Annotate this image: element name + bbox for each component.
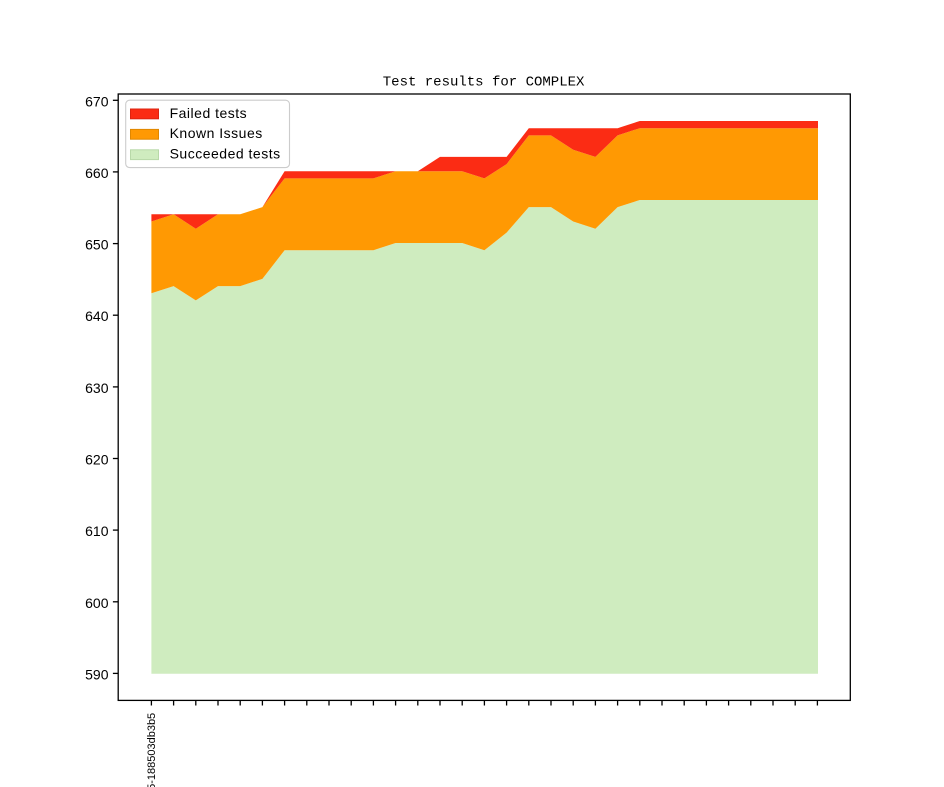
svg-text:600: 600	[85, 595, 109, 611]
svg-text:Succeeded tests: Succeeded tests	[170, 146, 281, 162]
svg-text:590: 590	[85, 666, 109, 682]
svg-text:650: 650	[85, 237, 109, 253]
svg-text:610: 610	[85, 523, 109, 539]
svg-text:620: 620	[85, 452, 109, 468]
svg-text:630: 630	[85, 380, 109, 396]
svg-text:5-188503db3b5: 5-188503db3b5	[146, 713, 158, 787]
svg-text:Test results for COMPLEX: Test results for COMPLEX	[383, 75, 585, 91]
svg-text:Known Issues: Known Issues	[170, 125, 263, 141]
svg-text:660: 660	[85, 165, 109, 181]
svg-text:640: 640	[85, 308, 109, 324]
svg-text:670: 670	[85, 93, 109, 109]
svg-text:Failed tests: Failed tests	[170, 105, 248, 121]
